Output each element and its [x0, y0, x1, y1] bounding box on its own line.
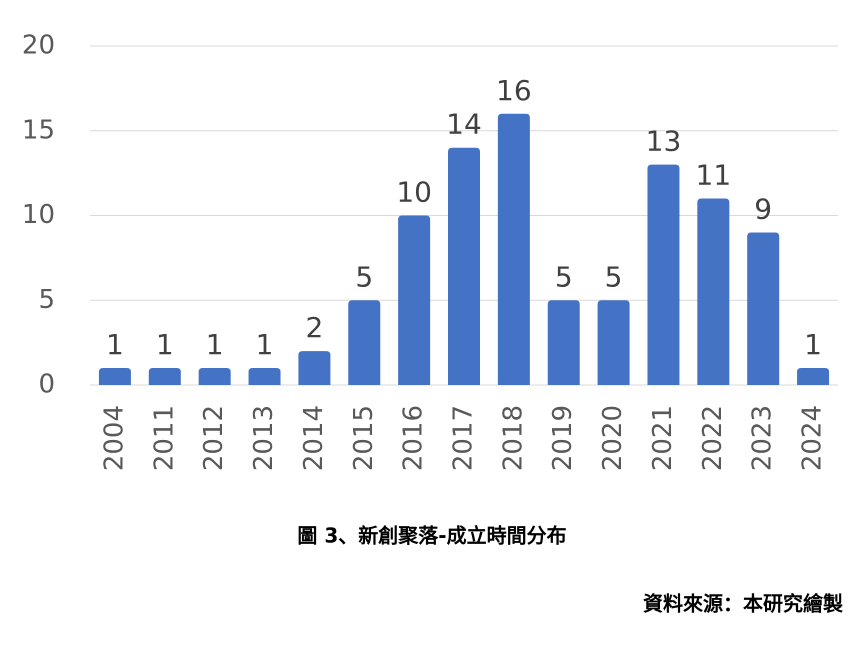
- bar: [398, 215, 431, 385]
- y-tick-label: 0: [38, 370, 55, 400]
- data-label: 5: [355, 260, 373, 293]
- bar: [547, 300, 580, 385]
- bar: [298, 351, 331, 385]
- data-label: 10: [396, 176, 432, 209]
- bar: [448, 147, 480, 385]
- bar: [797, 368, 830, 385]
- y-tick-label: 15: [22, 115, 55, 145]
- bar: [497, 113, 530, 386]
- data-label: 13: [646, 125, 682, 158]
- data-label: 1: [804, 328, 822, 361]
- x-tick-label: 2023: [748, 405, 778, 471]
- data-label: 16: [496, 74, 532, 107]
- data-label: 14: [446, 108, 482, 141]
- x-tick-label: 2021: [648, 405, 678, 471]
- bar: [697, 198, 730, 385]
- x-tick-label: 2004: [99, 405, 129, 471]
- bar: [248, 368, 281, 385]
- bar: [98, 368, 131, 385]
- y-tick-label: 10: [22, 200, 55, 230]
- x-tick-label: 2017: [449, 405, 479, 471]
- x-tick-label: 2012: [199, 405, 229, 471]
- data-label: 1: [156, 328, 174, 361]
- bar: [597, 300, 630, 385]
- x-tick-label: 2019: [548, 405, 578, 471]
- x-tick-label: 2020: [598, 405, 628, 471]
- chart-caption: 圖 3、新創聚落-成立時間分布: [297, 524, 566, 548]
- y-tick-label: 5: [38, 285, 55, 315]
- bar: [747, 232, 780, 385]
- x-tick-label: 2013: [249, 405, 279, 471]
- x-tick-label: 2018: [498, 405, 528, 471]
- bar: [647, 164, 680, 385]
- bar: [348, 300, 381, 385]
- data-label: 1: [206, 328, 224, 361]
- bar: [148, 368, 181, 385]
- bar: [198, 368, 231, 385]
- x-tick-label: 2011: [149, 405, 179, 471]
- data-label: 9: [754, 192, 772, 225]
- x-tick-label: 2022: [698, 405, 728, 471]
- data-label: 2: [305, 311, 323, 344]
- data-label: 5: [555, 260, 573, 293]
- chart-source: 資料來源：本研究繪製: [643, 592, 843, 616]
- data-label: 1: [256, 328, 274, 361]
- x-tick-label: 2015: [349, 405, 379, 471]
- data-label: 5: [605, 260, 623, 293]
- x-tick-label: 2024: [798, 405, 828, 471]
- x-tick-label: 2016: [399, 405, 429, 471]
- data-label: 1: [106, 328, 124, 361]
- data-label: 11: [696, 159, 732, 192]
- x-tick-label: 2014: [299, 405, 329, 471]
- y-tick-label: 20: [22, 31, 55, 61]
